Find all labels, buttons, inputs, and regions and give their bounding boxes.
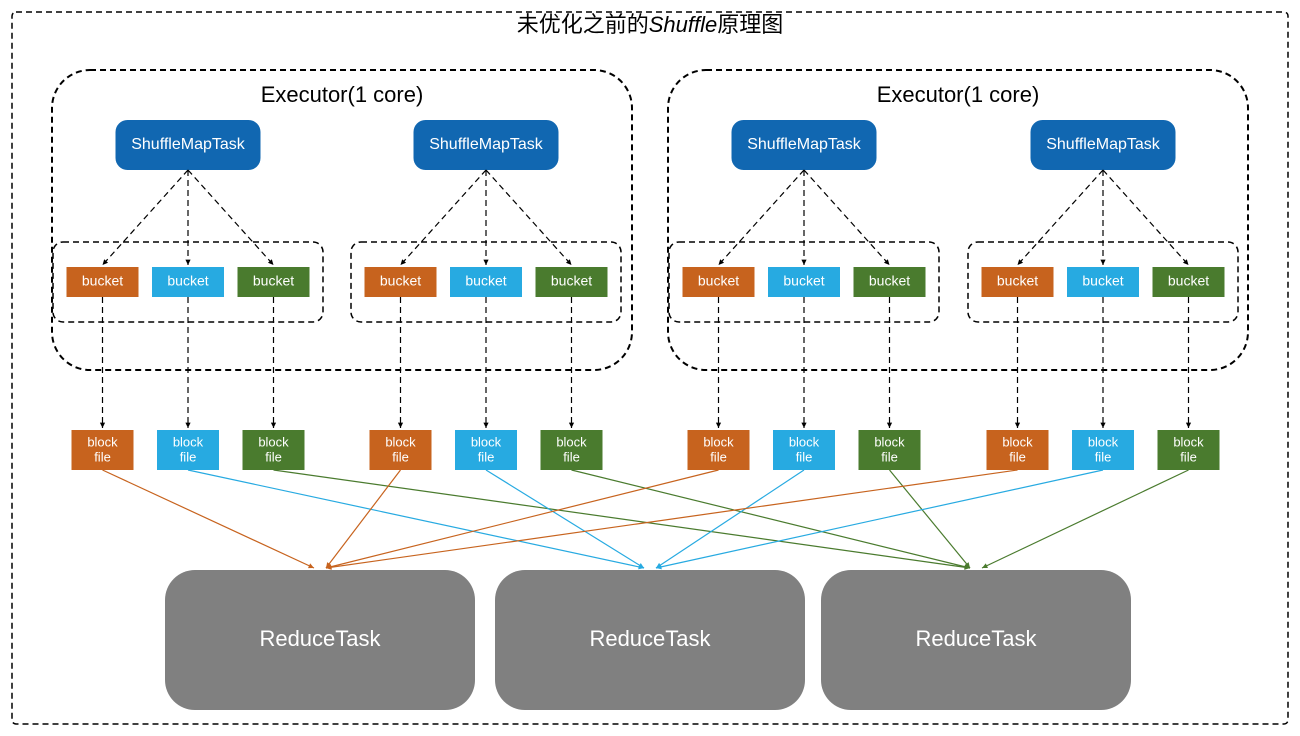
svg-text:block: block	[789, 434, 820, 449]
svg-text:file: file	[1180, 449, 1197, 464]
svg-text:block: block	[471, 434, 502, 449]
svg-text:bucket: bucket	[783, 273, 824, 289]
svg-text:block: block	[556, 434, 587, 449]
svg-text:file: file	[1009, 449, 1026, 464]
diagram-canvas: 未优化之前的Shuffle原理图 Executor(1 core) Executor…	[0, 0, 1300, 736]
svg-text:file: file	[881, 449, 898, 464]
svg-text:bucket: bucket	[997, 273, 1038, 289]
diagram-title: 未优化之前的Shuffle原理图	[517, 12, 784, 37]
svg-text:file: file	[796, 449, 813, 464]
svg-text:block: block	[1002, 434, 1033, 449]
svg-text:bucket: bucket	[551, 273, 592, 289]
executor-label: Executor(1 core)	[877, 82, 1040, 107]
svg-text:block: block	[258, 434, 289, 449]
svg-text:block: block	[874, 434, 905, 449]
svg-text:file: file	[710, 449, 727, 464]
svg-text:ShuffleMapTask: ShuffleMapTask	[131, 136, 246, 153]
svg-text:bucket: bucket	[1168, 273, 1209, 289]
svg-text:bucket: bucket	[465, 273, 506, 289]
svg-text:bucket: bucket	[698, 273, 739, 289]
svg-text:ShuffleMapTask: ShuffleMapTask	[1046, 136, 1161, 153]
svg-text:file: file	[1095, 449, 1112, 464]
svg-text:file: file	[563, 449, 580, 464]
svg-text:bucket: bucket	[167, 273, 208, 289]
svg-text:ReduceTask: ReduceTask	[259, 626, 381, 651]
svg-text:block: block	[173, 434, 204, 449]
svg-text:ReduceTask: ReduceTask	[589, 626, 711, 651]
svg-text:file: file	[265, 449, 282, 464]
svg-text:ShuffleMapTask: ShuffleMapTask	[429, 136, 544, 153]
svg-text:ReduceTask: ReduceTask	[915, 626, 1037, 651]
svg-text:block: block	[87, 434, 118, 449]
svg-text:bucket: bucket	[1082, 273, 1123, 289]
svg-text:file: file	[392, 449, 409, 464]
svg-text:bucket: bucket	[380, 273, 421, 289]
executor-label: Executor(1 core)	[261, 82, 424, 107]
svg-text:file: file	[478, 449, 495, 464]
svg-text:file: file	[180, 449, 197, 464]
svg-text:block: block	[385, 434, 416, 449]
svg-text:bucket: bucket	[82, 273, 123, 289]
svg-text:bucket: bucket	[869, 273, 910, 289]
svg-text:block: block	[1173, 434, 1204, 449]
svg-text:block: block	[703, 434, 734, 449]
svg-text:bucket: bucket	[253, 273, 294, 289]
svg-text:file: file	[94, 449, 111, 464]
svg-text:block: block	[1088, 434, 1119, 449]
svg-text:ShuffleMapTask: ShuffleMapTask	[747, 136, 862, 153]
